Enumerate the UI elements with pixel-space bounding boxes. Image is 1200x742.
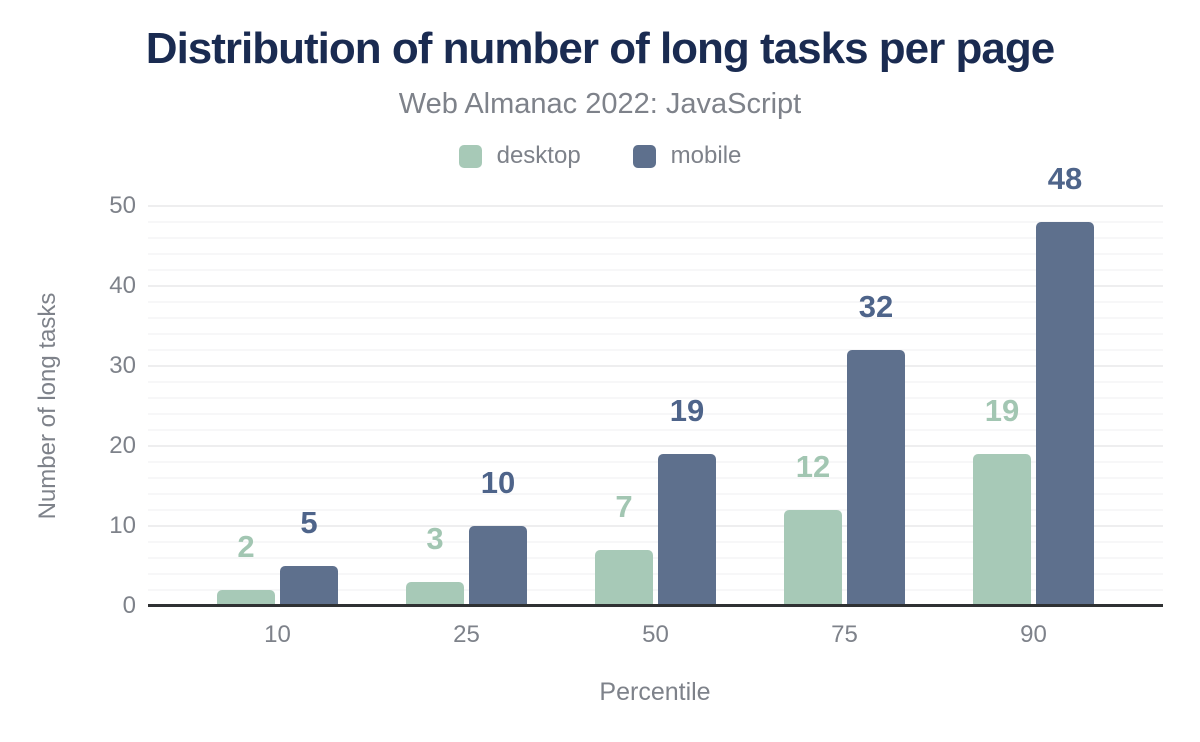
y-tick-40: 40	[109, 272, 136, 299]
gridline-minor-24	[148, 413, 1163, 415]
legend-item-desktop[interactable]: desktop	[458, 142, 581, 170]
y-tick-0: 0	[122, 592, 136, 619]
value-label-mobile-25: 10	[480, 465, 516, 500]
gridline-major-40	[148, 285, 1163, 287]
chart-title: Distribution of number of long tasks per…	[145, 24, 1055, 73]
gridline-major-30	[148, 365, 1163, 367]
gridline-major-50	[148, 205, 1163, 207]
x-tick-10: 10	[264, 621, 291, 648]
value-label-mobile-10: 5	[300, 505, 318, 540]
bar-mobile-50[interactable]	[658, 454, 716, 606]
desktop-swatch-icon	[458, 144, 482, 168]
gridline-minor-4	[148, 573, 1163, 575]
value-label-mobile-90: 48	[1047, 161, 1083, 196]
gridline-minor-34	[148, 333, 1163, 335]
legend: desktop mobile	[0, 142, 1200, 170]
x-axis-line	[148, 604, 1163, 607]
bar-desktop-25[interactable]	[406, 582, 464, 606]
gridline-minor-6	[148, 557, 1163, 559]
y-axis-title: Number of long tasks	[34, 292, 61, 520]
gridline-minor-2	[148, 589, 1163, 591]
gridline-minor-26	[148, 397, 1163, 399]
gridline-minor-38	[148, 301, 1163, 303]
gridline-major-10	[148, 525, 1163, 527]
x-axis-title: Percentile	[599, 678, 711, 706]
legend-label-desktop: desktop	[496, 142, 581, 169]
value-label-desktop-90: 19	[984, 393, 1020, 428]
bar-mobile-75[interactable]	[847, 350, 905, 606]
x-tick-75: 75	[831, 621, 858, 648]
bar-desktop-75[interactable]	[784, 510, 842, 606]
mobile-swatch-icon	[632, 144, 656, 168]
gridline-minor-32	[148, 349, 1163, 351]
legend-item-mobile[interactable]: mobile	[632, 142, 742, 170]
gridline-minor-12	[148, 509, 1163, 511]
gridline-minor-16	[148, 477, 1163, 479]
gridline-minor-8	[148, 541, 1163, 543]
gridline-minor-14	[148, 493, 1163, 495]
legend-label-mobile: mobile	[670, 142, 742, 169]
value-label-mobile-75: 32	[858, 289, 894, 324]
gridline-minor-18	[148, 461, 1163, 463]
bar-mobile-25[interactable]	[469, 526, 527, 606]
x-tick-25: 25	[453, 621, 480, 648]
x-tick-90: 90	[1020, 621, 1047, 648]
x-tick-50: 50	[642, 621, 669, 648]
gridline-minor-46	[148, 237, 1163, 239]
bar-mobile-90[interactable]	[1036, 222, 1094, 606]
y-tick-50: 50	[109, 192, 136, 219]
gridline-minor-42	[148, 269, 1163, 271]
value-label-desktop-25: 3	[426, 521, 444, 556]
y-tick-30: 30	[109, 352, 136, 379]
gridline-minor-22	[148, 429, 1163, 431]
value-label-desktop-75: 12	[795, 449, 831, 484]
bar-desktop-90[interactable]	[973, 454, 1031, 606]
gridline-minor-44	[148, 253, 1163, 255]
y-tick-10: 10	[109, 512, 136, 539]
gridline-minor-36	[148, 317, 1163, 319]
gridline-minor-28	[148, 381, 1163, 383]
plot-area: 0 10 20 30 40 50 10 2 5 25 3 10 50 7 19 75 12 32 90 19 48	[109, 163, 1163, 648]
gridline-minor-48	[148, 221, 1163, 223]
bar-desktop-50[interactable]	[595, 550, 653, 606]
value-label-mobile-50: 19	[669, 393, 705, 428]
value-label-desktop-50: 7	[615, 489, 633, 524]
chart-subtitle: Web Almanac 2022: JavaScript	[398, 88, 802, 120]
bar-desktop-10[interactable]	[217, 590, 275, 606]
value-label-desktop-10: 2	[237, 529, 255, 564]
bar-mobile-10[interactable]	[280, 566, 338, 606]
gridline-major-20	[148, 445, 1163, 447]
y-tick-20: 20	[109, 432, 136, 459]
